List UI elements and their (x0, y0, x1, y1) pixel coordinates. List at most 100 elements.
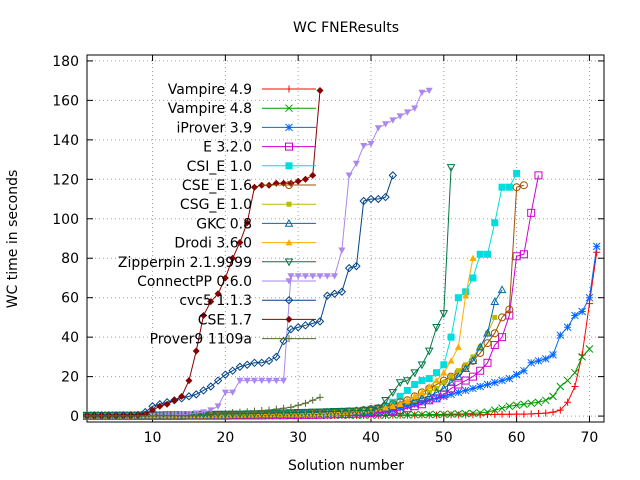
data-point (585, 293, 594, 302)
data-point (520, 410, 528, 418)
data-point (243, 219, 251, 227)
data-point (309, 273, 317, 280)
data-point (287, 410, 295, 417)
series-line (87, 173, 518, 416)
data-point (417, 361, 427, 370)
data-point (424, 347, 434, 356)
data-point (221, 389, 229, 396)
data-point (490, 341, 499, 350)
data-point (301, 175, 309, 183)
legend-marker (285, 104, 293, 113)
legend-entry: CSE_E 1.6 (182, 178, 316, 194)
data-point (242, 360, 252, 369)
x-tick-label: 70 (581, 430, 599, 446)
legend-marker (285, 278, 293, 285)
data-point (541, 355, 550, 363)
data-point (301, 321, 310, 330)
data-point (578, 353, 587, 361)
legend-label: CSE_E 1.6 (182, 178, 252, 194)
data-point (257, 358, 266, 368)
data-point (207, 411, 215, 419)
data-point (293, 323, 303, 332)
data-point (381, 407, 390, 416)
series-connectpp-0-6-0 (83, 87, 433, 420)
data-point (221, 409, 229, 417)
data-point (250, 358, 259, 368)
data-point (323, 291, 332, 300)
data-point (185, 377, 193, 385)
legend-label: Vampire 4.8 (168, 101, 252, 117)
data-point (184, 392, 194, 401)
data-point (410, 369, 420, 378)
data-point (403, 386, 411, 394)
y-tick-label: 80 (61, 251, 79, 267)
data-point (447, 411, 455, 419)
data-point (454, 410, 463, 418)
legend-label: Prover9 1109a (150, 332, 252, 348)
data-point (250, 407, 258, 415)
data-point (592, 242, 601, 251)
data-point (491, 411, 499, 419)
data-point (403, 411, 412, 419)
data-point (366, 406, 376, 415)
data-point (527, 410, 535, 418)
data-point (448, 374, 454, 380)
data-point (280, 404, 288, 412)
data-point (294, 273, 302, 280)
data-point (192, 411, 200, 419)
data-point (469, 411, 477, 419)
data-point (331, 273, 339, 280)
data-point (163, 400, 171, 408)
data-point (374, 125, 382, 132)
data-point (331, 409, 339, 416)
data-point (83, 412, 91, 420)
data-point (301, 273, 309, 280)
data-point (425, 382, 433, 390)
data-point (411, 381, 419, 389)
data-point (200, 411, 208, 419)
legend-label: CSI_E 1.0 (187, 159, 252, 175)
data-point (185, 412, 193, 420)
data-point (534, 410, 542, 418)
data-point (512, 370, 521, 379)
legend-entry: Drodi 3.6.0 (174, 236, 316, 252)
data-point (221, 370, 230, 379)
data-point (309, 410, 317, 417)
data-point (519, 181, 528, 190)
data-point (279, 336, 288, 346)
data-point (534, 171, 543, 180)
data-point (322, 408, 332, 417)
data-point (455, 368, 461, 374)
data-point (461, 386, 470, 395)
data-point (229, 409, 237, 417)
x-tick-label: 20 (216, 430, 234, 446)
data-point (272, 410, 280, 418)
data-point (403, 396, 411, 404)
data-point (396, 113, 404, 120)
data-point (403, 377, 412, 386)
y-tick-label: 100 (52, 212, 79, 228)
data-point (520, 366, 528, 375)
data-point (505, 311, 514, 320)
data-point (513, 410, 521, 418)
data-point (141, 412, 149, 420)
legend-marker (285, 85, 293, 93)
legend-entry: CSE 1.7 (198, 312, 316, 328)
data-point (367, 140, 375, 148)
data-point (258, 407, 266, 415)
data-point (192, 347, 200, 355)
data-point (243, 377, 251, 385)
legend-marker (285, 162, 293, 170)
data-point (425, 410, 434, 419)
data-point (280, 377, 288, 385)
data-point (105, 412, 113, 420)
data-point (338, 408, 346, 416)
data-point (418, 410, 426, 419)
data-point (447, 372, 456, 381)
data-point (294, 401, 302, 409)
data-point (272, 405, 280, 413)
series-prover9-1109a (83, 393, 324, 420)
data-point (418, 89, 426, 96)
x-tick-label: 40 (362, 430, 380, 446)
